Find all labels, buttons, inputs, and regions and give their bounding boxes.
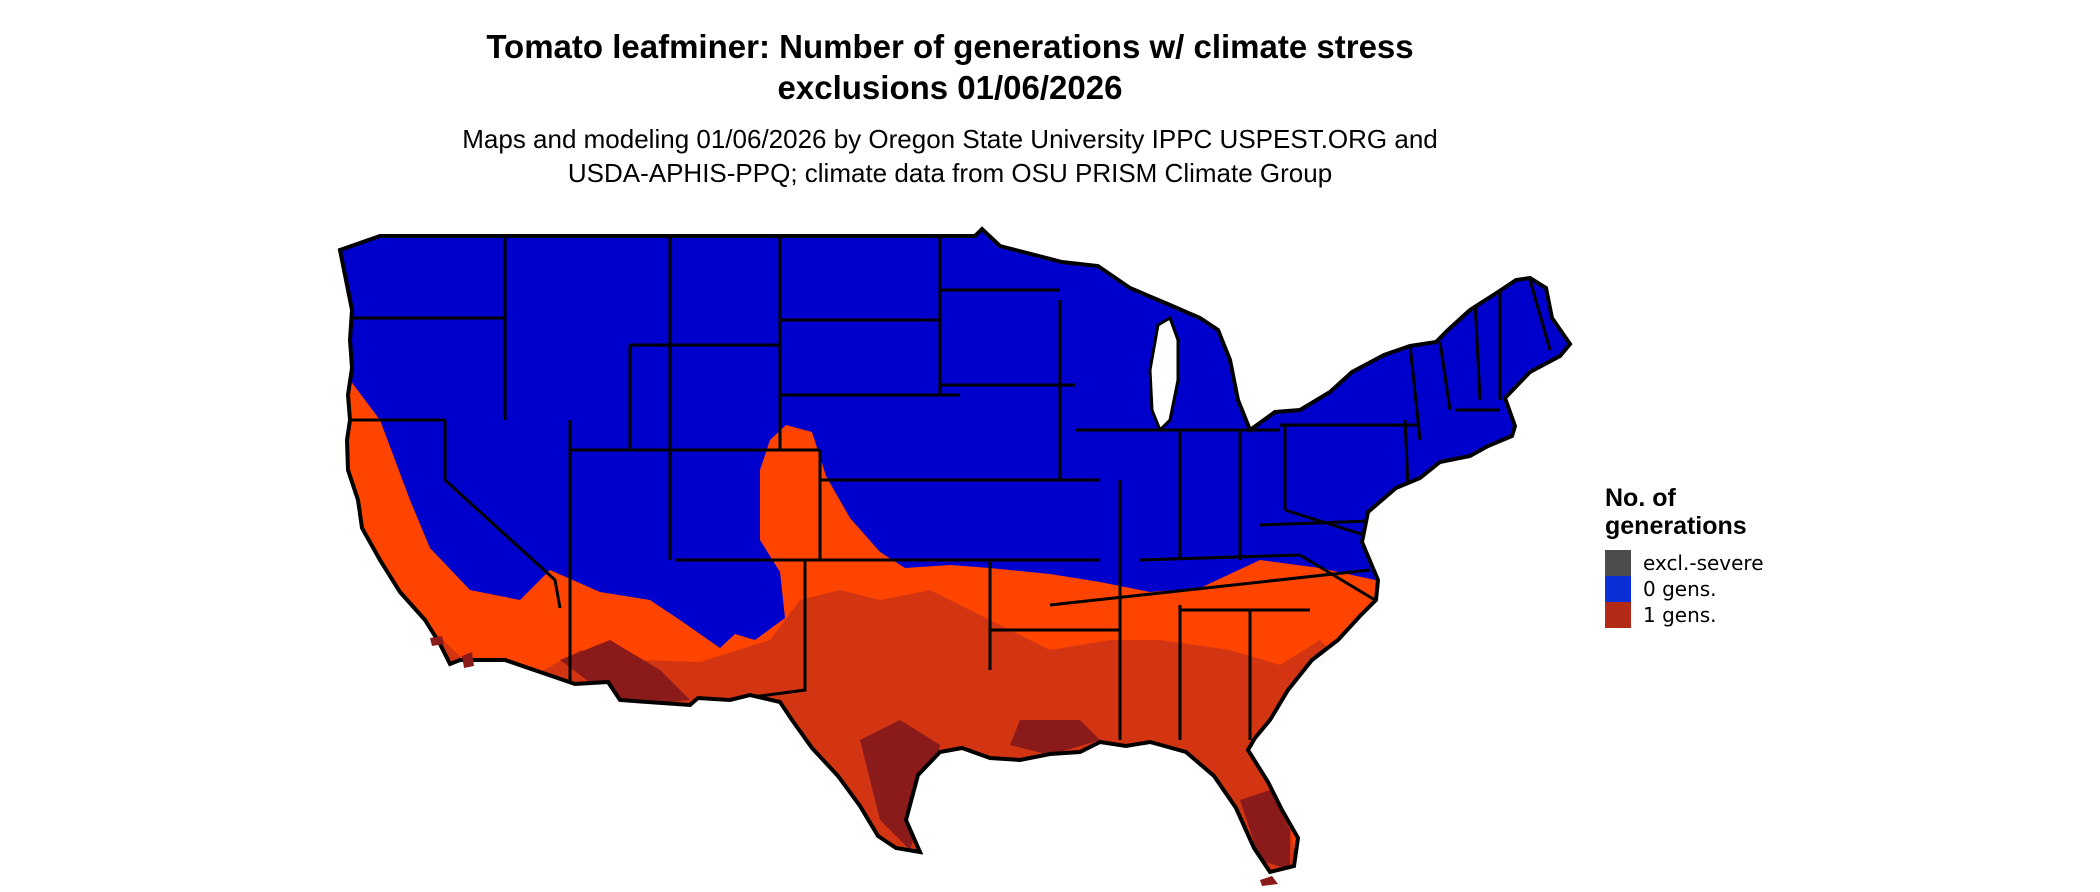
legend-title-line2: generations bbox=[1605, 512, 1747, 540]
legend-swatch bbox=[1605, 602, 1631, 628]
map-subtitle-line2: USDA-APHIS-PPQ; climate data from OSU PR… bbox=[567, 158, 1333, 188]
map-title: Tomato leafminer: Number of generations … bbox=[0, 26, 1900, 108]
legend-label: 0 gens. bbox=[1643, 577, 1717, 601]
map-title-line2: exclusions 01/06/2026 bbox=[777, 69, 1123, 106]
legend-item: excl.-severe bbox=[1605, 550, 1764, 576]
legend-label: excl.-severe bbox=[1643, 551, 1764, 575]
map-title-line1: Tomato leafminer: Number of generations … bbox=[486, 28, 1414, 65]
legend-swatch bbox=[1605, 576, 1631, 602]
legend-item: 1 gens. bbox=[1605, 602, 1764, 628]
legend-item: 0 gens. bbox=[1605, 576, 1764, 602]
legend-swatch bbox=[1605, 550, 1631, 576]
legend-title: No. of generations bbox=[1605, 484, 1764, 540]
map-legend: No. of generations excl.-severe 0 gens. 1 … bbox=[1605, 484, 1764, 628]
legend-title-line1: No. of bbox=[1605, 484, 1676, 512]
legend-label: 1 gens. bbox=[1643, 603, 1717, 627]
map-subtitle-line1: Maps and modeling 01/06/2026 by Oregon S… bbox=[462, 124, 1438, 154]
legend-items: excl.-severe 0 gens. 1 gens. bbox=[1605, 550, 1764, 628]
map-subtitle: Maps and modeling 01/06/2026 by Oregon S… bbox=[0, 122, 1900, 190]
